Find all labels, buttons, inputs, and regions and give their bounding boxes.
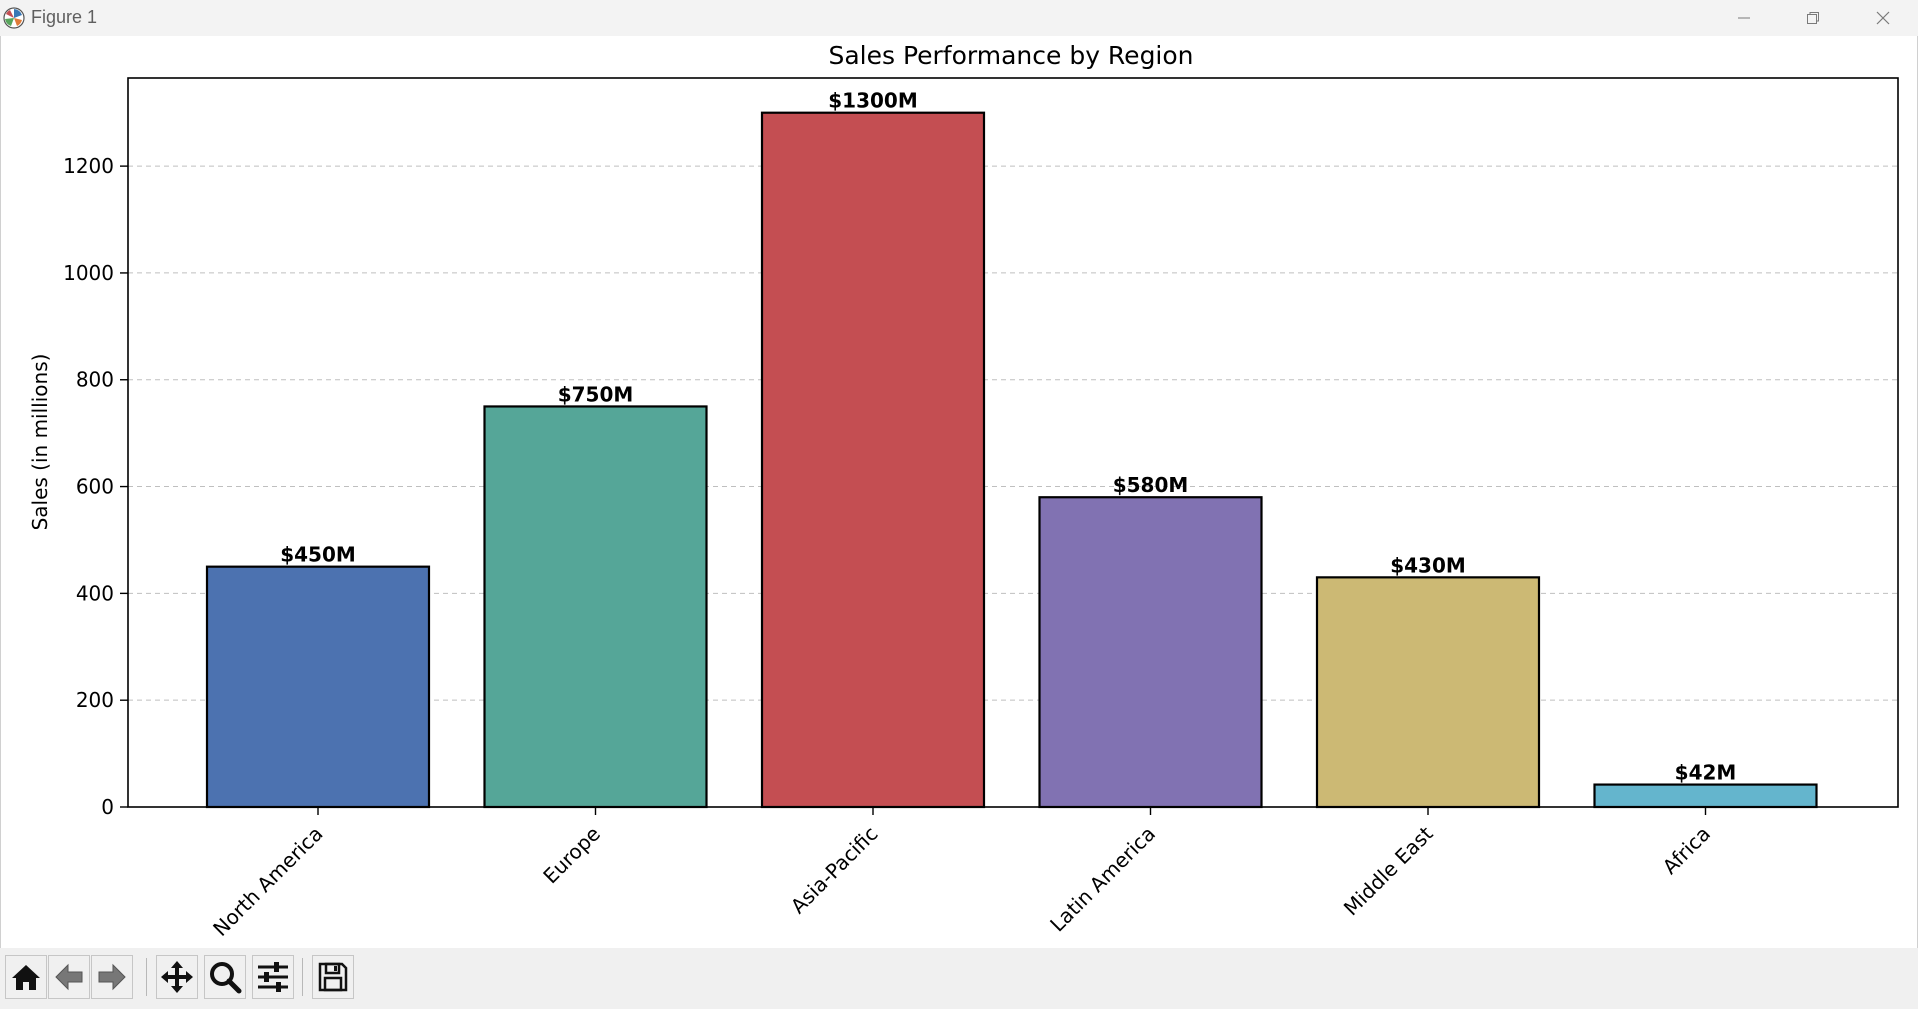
- close-icon: [1876, 11, 1890, 25]
- y-tick-label: 400: [76, 581, 114, 605]
- close-button[interactable]: [1848, 0, 1918, 36]
- navigation-toolbar: [0, 948, 1918, 1009]
- x-axis: North America Europe Asia-Pacific Latin Ame…: [208, 807, 1715, 941]
- bar: [205, 565, 431, 809]
- data-label: $580M: [1113, 473, 1189, 497]
- home-button[interactable]: [5, 955, 47, 999]
- bar: [760, 111, 986, 809]
- x-tick-label: North America: [208, 822, 327, 941]
- floppy-disk-icon: [318, 962, 348, 992]
- chart-title: Sales Performance by Region: [828, 41, 1193, 70]
- restore-button[interactable]: [1778, 0, 1848, 36]
- zoom-button[interactable]: [204, 955, 246, 999]
- move-icon: [161, 961, 193, 993]
- y-tick-label: 600: [76, 475, 114, 499]
- x-tick-label: Asia-Pacific: [786, 822, 883, 919]
- minimize-button[interactable]: [1709, 0, 1779, 36]
- arrow-right-icon: [98, 963, 126, 991]
- configure-subplots-button[interactable]: [252, 955, 294, 999]
- y-axis-label: Sales (in millions): [28, 354, 52, 531]
- y-tick-label: 800: [76, 368, 114, 392]
- bar-chart: 0 200 400 600 800 1000 1200 North America Europ…: [28, 41, 1899, 941]
- restore-icon: [1807, 12, 1819, 24]
- toolbar-separator: [146, 958, 147, 996]
- y-tick-label: 0: [101, 795, 114, 819]
- forward-button[interactable]: [91, 955, 133, 999]
- value-labels: $450M $750M $1300M $580M $430M $42M: [280, 89, 1736, 785]
- data-label: $450M: [280, 543, 356, 567]
- window-title: Figure 1: [31, 7, 98, 27]
- sliders-icon: [258, 962, 288, 992]
- data-label: $750M: [558, 382, 634, 406]
- data-label: $1300M: [828, 89, 917, 113]
- y-tick-label: 1200: [63, 154, 114, 178]
- pan-button[interactable]: [156, 955, 198, 999]
- x-tick-label: Africa: [1658, 822, 1715, 879]
- toolbar-separator: [302, 958, 303, 996]
- bar: [1315, 576, 1541, 809]
- matplotlib-logo-icon: [3, 7, 25, 29]
- back-button[interactable]: [48, 955, 90, 999]
- save-button[interactable]: [312, 955, 354, 999]
- axes-frame: [127, 77, 1899, 808]
- y-axis: 0 200 400 600 800 1000 1200: [63, 154, 128, 819]
- x-tick-label: Middle East: [1339, 821, 1438, 920]
- data-label: $430M: [1390, 553, 1466, 577]
- x-tick-label: Europe: [538, 822, 605, 889]
- magnifier-icon: [210, 962, 242, 994]
- y-tick-label: 1000: [63, 261, 114, 285]
- bars: [205, 111, 1818, 809]
- data-label: $42M: [1675, 761, 1737, 785]
- home-icon: [12, 965, 40, 990]
- y-tick-label: 200: [76, 688, 114, 712]
- figure-canvas[interactable]: 0 200 400 600 800 1000 1200 North America Europ…: [0, 36, 1918, 948]
- x-tick-label: Latin America: [1045, 822, 1160, 937]
- bar: [483, 405, 708, 809]
- grid-lines: [128, 165, 1898, 701]
- minimize-icon: [1738, 17, 1750, 19]
- bar: [1038, 496, 1263, 809]
- arrow-left-icon: [55, 963, 83, 991]
- bar: [1593, 783, 1818, 809]
- title-bar[interactable]: Figure 1: [0, 0, 1918, 36]
